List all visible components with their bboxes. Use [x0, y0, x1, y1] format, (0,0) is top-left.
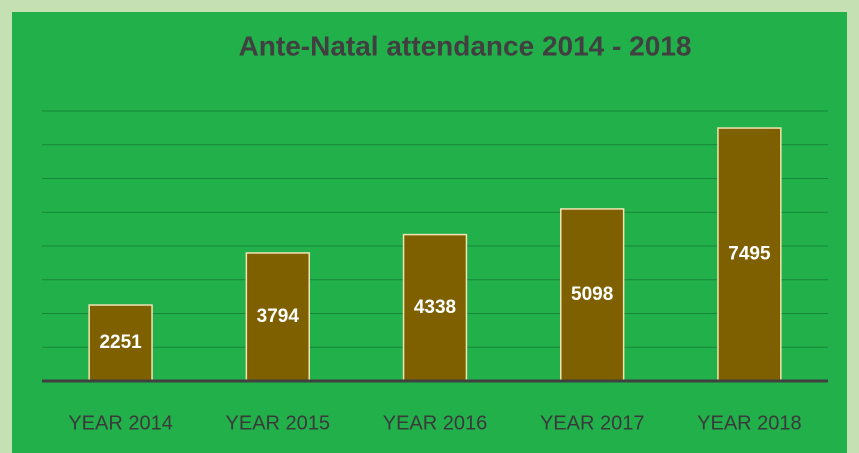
- x-tick-label: YEAR 2014: [68, 412, 173, 434]
- data-label: 3794: [257, 306, 300, 327]
- data-label: 7495: [728, 244, 771, 265]
- x-tick-label: YEAR 2018: [697, 412, 802, 434]
- x-tick-label: YEAR 2016: [383, 412, 488, 434]
- x-tick-label: YEAR 2017: [540, 412, 645, 434]
- x-tick-label: YEAR 2015: [226, 412, 331, 434]
- bar: [88, 304, 153, 382]
- bar: [560, 208, 625, 382]
- chart-title: Ante-Natal attendance 2014 - 2018: [239, 30, 692, 61]
- bar: [402, 233, 468, 382]
- data-label: 2251: [99, 332, 142, 353]
- bar: [245, 252, 310, 382]
- data-label: 5098: [571, 284, 613, 305]
- data-label: 4338: [414, 297, 456, 318]
